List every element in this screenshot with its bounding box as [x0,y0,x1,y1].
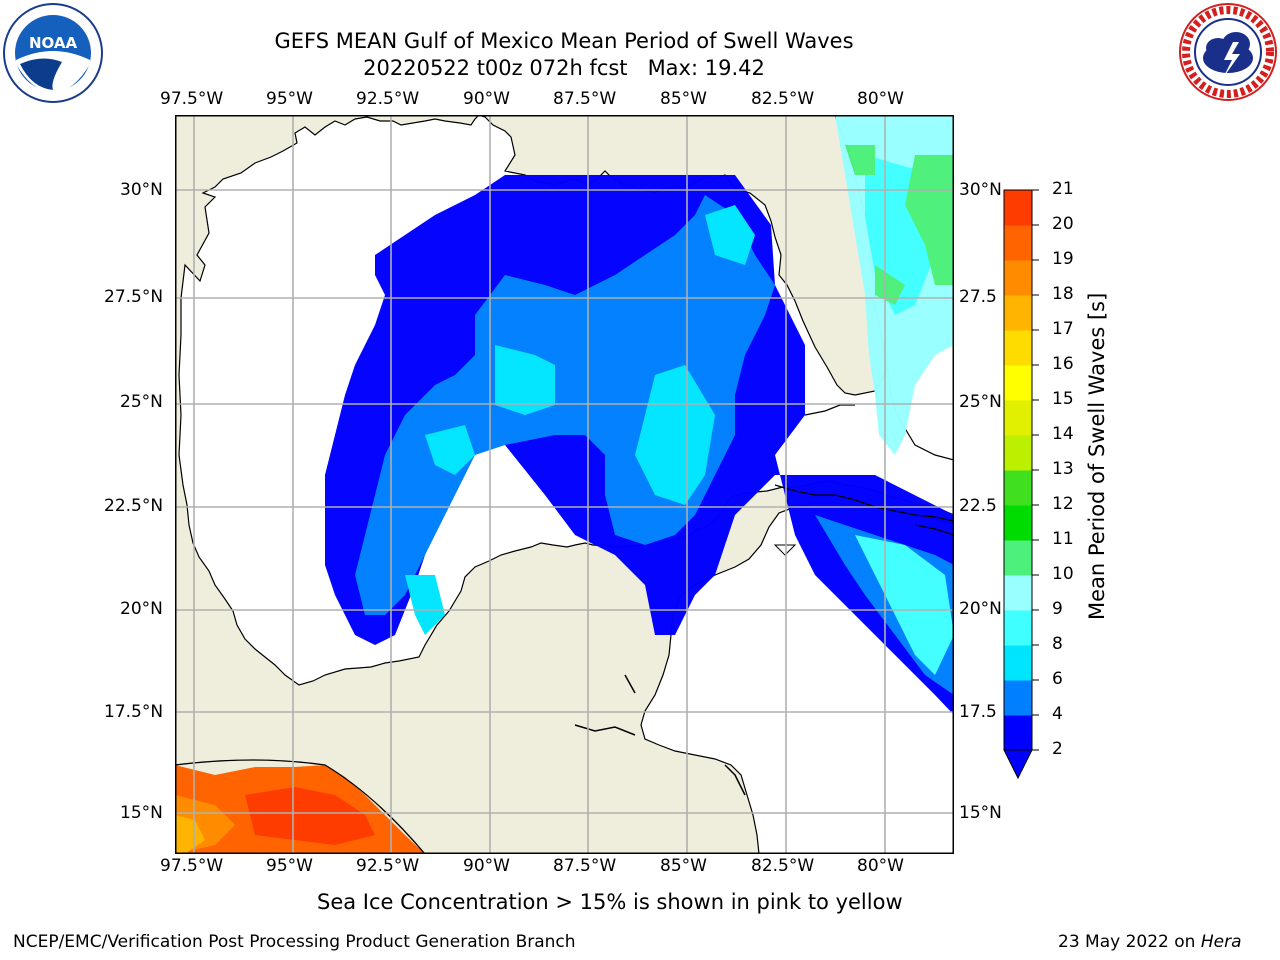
svg-text:NOAA: NOAA [29,34,78,52]
lat-tick-left: 27.5°N [104,287,164,307]
lon-tick-bottom: 95°W [266,856,313,876]
colorbar-band [1004,715,1032,751]
colorbar-band [1004,225,1032,261]
coastlines [175,404,954,854]
colorbar-ticks: 2 4 6 8 9 10 11 12 13 14 15 16 17 18 19 20 21 [1052,179,1092,770]
colorbar-band [1004,330,1032,366]
lat-tick-left: 22.5°N [104,496,164,516]
colorbar-tick-label: 16 [1052,354,1074,374]
noaa-logo: NOAA [2,2,104,104]
lat-tick-right: 25°N [959,392,1002,412]
colorbar-band [1004,505,1032,541]
colorbar-band [1004,645,1032,681]
colorbar-band [1004,470,1032,506]
lat-tick-left: 17.5°N [104,702,164,722]
colorbar-tick-label: 8 [1052,634,1063,654]
lon-tick-top: 92.5°W [356,89,420,109]
colorbar-band [1004,365,1032,401]
lat-tick-right: 20°N [959,599,1002,619]
national-weather-service-logo [1178,2,1278,102]
colorbar-tick-label: 2 [1052,739,1063,759]
colorbar-band [1004,610,1032,646]
lon-tick-bottom: 85°W [660,856,707,876]
contour-8s-east [855,535,954,675]
footer-host: Hera [1200,932,1242,952]
contour-6s-c [635,365,715,505]
lon-tick-top: 95°W [266,89,313,109]
lat-tick-left: 15°N [120,803,163,823]
lon-tick-bottom: 90°W [463,856,510,876]
colorbar-tick-label: 17 [1052,319,1074,339]
lon-tick-top: 80°W [857,89,904,109]
contour-10s-atl-c [875,265,905,305]
lon-tick-top: 87.5°W [553,89,617,109]
footer-date-text: 23 May 2022 on [1058,932,1201,952]
colorbar-band [1004,260,1032,296]
lat-tick-right: 15°N [959,803,1002,823]
colorbar-band [1004,680,1032,716]
colorbar-band [1004,190,1032,226]
contour-6s-b [425,425,475,475]
lon-tick-top: 85°W [660,89,707,109]
lon-tick-bottom: 97.5°W [160,856,224,876]
map-title: GEFS MEAN Gulf of Mexico Mean Period of … [274,29,854,53]
colorbar-under-arrow [1003,749,1033,780]
lat-tick-right: 30°N [959,180,1002,200]
lat-tick-right: 17.5 [959,702,997,722]
map-subtitle: 20220522 t00z 072h fcst Max: 19.42 [363,56,765,80]
colorbar-band [1004,575,1032,611]
map-panel [175,115,954,854]
colorbar-tick-label: 20 [1052,214,1074,234]
lon-tick-top: 90°W [463,89,510,109]
colorbar-tick-label: 6 [1052,669,1063,689]
colorbar-tick-label: 13 [1052,459,1074,479]
colorbar-label: Mean Period of Swell Waves [s] [1085,292,1109,620]
lat-tick-right: 22.5 [959,496,997,516]
colorbar-tick-label: 19 [1052,249,1074,269]
lat-tick-left: 30°N [120,180,163,200]
colorbar-tick-label: 15 [1052,389,1074,409]
colorbar-tick-label: 21 [1052,179,1074,199]
contour-10s-atl [905,155,954,285]
contour-6s-e [705,205,755,265]
colorbar-tick-label: 10 [1052,564,1074,584]
contour-6s-d [405,575,445,635]
contour-10s-atl-b [845,145,875,175]
lon-tick-bottom: 80°W [857,856,904,876]
colorbar-tick-label: 4 [1052,704,1063,724]
swell-contour-fills [325,115,954,715]
pacific-swell-inner [245,787,375,845]
footer-date: 23 May 2022 on Hera [1058,932,1242,952]
lat-tick-left: 25°N [120,392,163,412]
lon-tick-bottom: 82.5°W [751,856,815,876]
sea-ice-caption: Sea Ice Concentration > 15% is shown in … [317,890,903,914]
lat-tick-left: 20°N [120,599,163,619]
colorbar [1000,185,1060,785]
colorbar-tick-label: 18 [1052,284,1074,304]
footer-credit: NCEP/EMC/Verification Post Processing Pr… [13,932,576,952]
colorbar-band [1004,295,1032,331]
lat-tick-right: 27.5 [959,287,997,307]
lon-tick-bottom: 87.5°W [553,856,617,876]
colorbar-band [1004,540,1032,576]
colorbar-tick-label: 9 [1052,599,1063,619]
lon-tick-bottom: 92.5°W [356,856,420,876]
pacific-swell-yellow [175,815,205,854]
colorbar-band [1004,435,1032,471]
colorbar-tick-label: 11 [1052,529,1074,549]
colorbar-band [1004,400,1032,436]
lon-tick-top: 82.5°W [751,89,815,109]
contour-6s [495,345,555,415]
contour-4s [355,195,775,615]
colorbar-tick-label: 14 [1052,424,1074,444]
colorbar-tick-label: 12 [1052,494,1074,514]
lon-tick-top: 97.5°W [160,89,224,109]
graticule [175,115,954,854]
